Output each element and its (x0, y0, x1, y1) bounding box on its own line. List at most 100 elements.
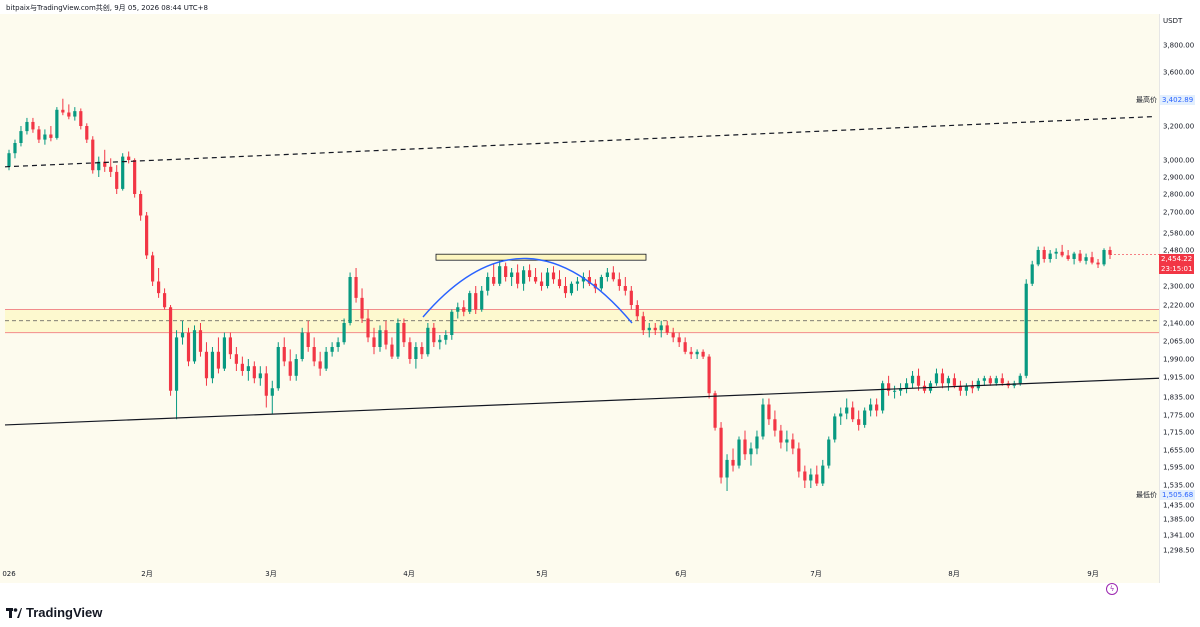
candle-body (1048, 253, 1052, 259)
candle (246, 359, 250, 381)
candle (19, 126, 23, 147)
price-tick-label: 2,700.00 (1163, 209, 1194, 217)
candle (145, 212, 149, 259)
candle-body (252, 366, 256, 379)
candle-body (336, 342, 340, 347)
candle-body (946, 378, 951, 384)
candle-body (545, 272, 550, 286)
time-axis-label: 7月 (810, 570, 821, 578)
candle-body (438, 339, 442, 343)
candle-body (127, 156, 131, 160)
candle (701, 349, 705, 359)
candle-body (115, 171, 119, 189)
candle-body (414, 347, 418, 359)
candle-body (749, 448, 753, 455)
candle-body (282, 347, 286, 362)
candle-body (342, 323, 346, 343)
candle-body (821, 465, 825, 484)
candle-body (312, 347, 316, 362)
candle-body (492, 277, 496, 284)
candle (498, 260, 502, 286)
candle-body (504, 266, 508, 277)
candle-body (737, 439, 741, 466)
candle (683, 337, 687, 355)
candle (49, 126, 53, 142)
candle-body (767, 404, 771, 420)
candle (527, 264, 532, 282)
candle-body (910, 375, 915, 384)
time-axis-label: 4月 (403, 570, 414, 578)
candle-body (1072, 253, 1076, 259)
candle-body (288, 361, 292, 376)
candle-body (1024, 283, 1028, 376)
current-price-badge: 2,454.22 (1159, 254, 1195, 264)
tradingview-logo[interactable]: TradingView (6, 605, 102, 620)
candle (551, 266, 556, 284)
candle (940, 368, 945, 389)
candle-body (934, 373, 939, 384)
candle-body (1000, 378, 1004, 384)
candle (450, 309, 454, 340)
candle (336, 337, 340, 352)
candle-body (85, 126, 89, 140)
chart-pane[interactable]: 026 2月 3月 4月 5月 6月 7月 8月 9月 ϟ (0, 14, 1159, 595)
candle-body (533, 277, 538, 282)
candle-body (1054, 251, 1058, 254)
price-tick-label: 2,900.00 (1163, 174, 1194, 182)
tradingview-logo-icon (6, 607, 22, 618)
candle-body (827, 439, 831, 466)
lightning-icon[interactable]: ϟ (1106, 583, 1118, 595)
candle (504, 262, 508, 282)
candle (665, 320, 669, 335)
candle (521, 266, 526, 291)
candle (1054, 248, 1058, 259)
candle-body (186, 332, 191, 362)
candle-body (857, 419, 861, 425)
candle-body (276, 347, 280, 389)
candle (707, 354, 711, 399)
candle (156, 268, 161, 298)
candle-body (156, 281, 161, 294)
candle (384, 320, 388, 350)
candle (653, 323, 657, 335)
candle-body (809, 474, 813, 481)
low-value-badge: 1,505.68 (1160, 490, 1196, 500)
candle-body (982, 378, 986, 381)
candle (767, 398, 771, 425)
candle (378, 325, 382, 352)
candlestick-chart[interactable]: 026 2月 3月 4月 5月 6月 7月 8月 9月 (0, 14, 1159, 583)
candle-body (815, 474, 819, 484)
candle (851, 401, 855, 423)
candle-body (67, 112, 71, 117)
candle (1084, 253, 1088, 265)
candle (557, 270, 562, 289)
candle-body (689, 351, 693, 355)
candle (300, 327, 304, 362)
candle-body (845, 407, 849, 414)
candle (288, 349, 292, 381)
price-tick-label: 3,800.00 (1163, 42, 1194, 50)
candle (1102, 248, 1106, 267)
candle (1090, 251, 1094, 265)
candle (330, 342, 334, 357)
candle-body (348, 277, 352, 323)
candle-body (952, 378, 957, 386)
candle (43, 129, 47, 145)
candle (677, 332, 681, 347)
candle (797, 442, 801, 478)
candle-body (683, 342, 687, 352)
candle (827, 436, 831, 469)
candle-body (258, 373, 262, 379)
candle (970, 380, 974, 394)
candle (892, 385, 897, 399)
candle-body (707, 356, 711, 394)
candle (779, 424, 783, 449)
candle (587, 270, 592, 286)
candle-body (1030, 264, 1034, 284)
candle (73, 107, 77, 121)
price-tick-label: 1,835.00 (1163, 394, 1194, 402)
candle-body (970, 385, 974, 389)
candle (605, 268, 609, 282)
price-tick-label: 3,200.00 (1163, 123, 1194, 131)
price-tick-label: 1,535.00 (1163, 482, 1194, 490)
